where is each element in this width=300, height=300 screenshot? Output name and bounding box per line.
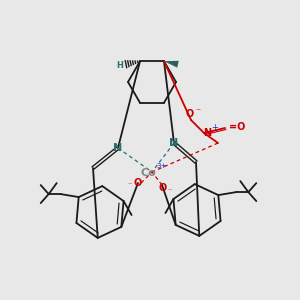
Text: N: N bbox=[113, 143, 123, 153]
Text: O: O bbox=[134, 178, 142, 188]
Text: =O: =O bbox=[229, 122, 245, 132]
Text: N: N bbox=[169, 138, 178, 148]
Text: Co: Co bbox=[140, 168, 156, 178]
Text: 3+: 3+ bbox=[157, 163, 167, 169]
Text: ⁻: ⁻ bbox=[195, 107, 201, 117]
Text: N: N bbox=[203, 128, 211, 138]
Text: O: O bbox=[186, 109, 194, 119]
Text: +: + bbox=[212, 122, 218, 131]
Text: ⁻: ⁻ bbox=[128, 181, 132, 190]
Polygon shape bbox=[164, 61, 179, 68]
Text: ⁻: ⁻ bbox=[168, 187, 172, 196]
Text: H: H bbox=[117, 61, 123, 70]
Text: O: O bbox=[159, 183, 167, 193]
